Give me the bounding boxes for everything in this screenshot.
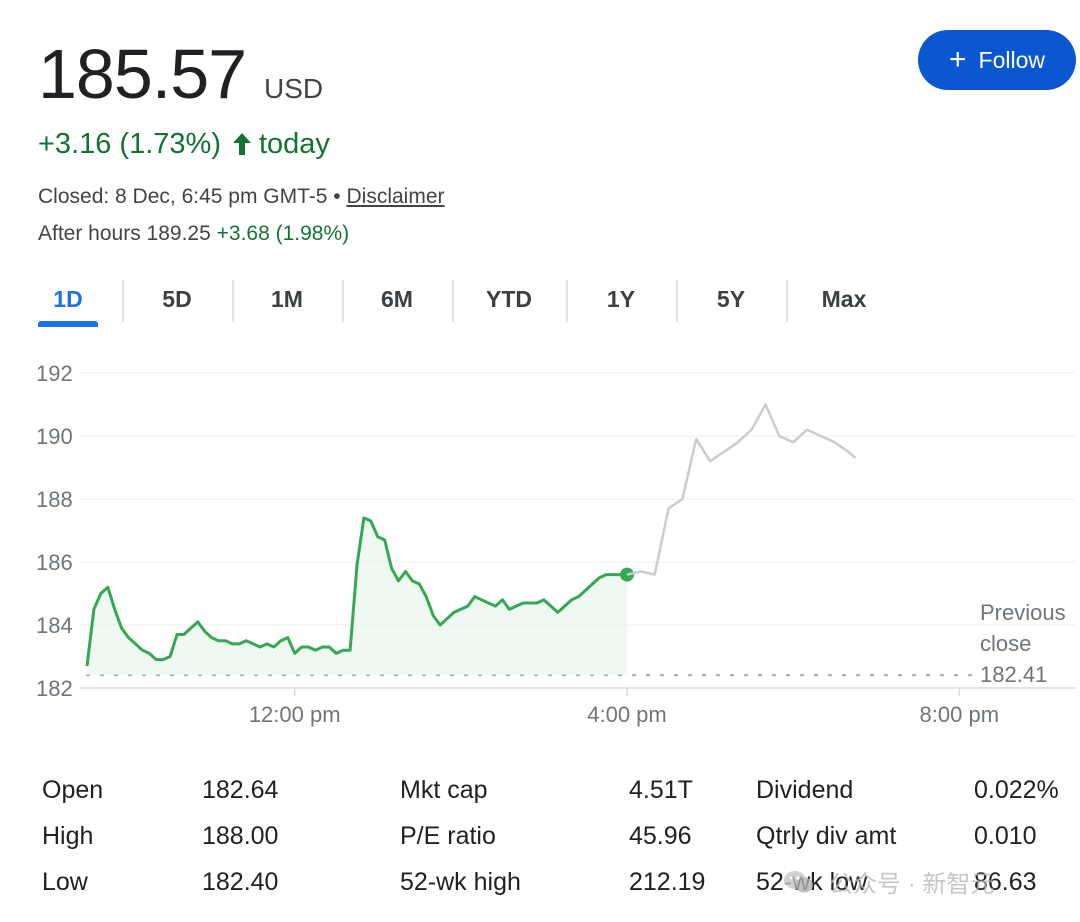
x-tick-label: 8:00 pm [920,702,1000,727]
tab-divider [676,280,678,322]
stat-label-pe-ratio: P/E ratio [400,822,496,850]
stat-label-dividend: Dividend [756,776,854,804]
currency-label: USD [264,73,324,104]
tab-divider [122,280,124,322]
x-tick-label: 4:00 pm [587,702,667,727]
stat-value-mkt-cap: 4.51T [629,776,693,804]
stat-label-low: Low [42,868,88,896]
y-tick-label: 190 [36,424,73,449]
stat-label-qtrly-div: Qtrly div amt [756,822,897,850]
y-tick-label: 186 [36,550,73,575]
x-tick-label: 12:00 pm [249,702,341,727]
previous-close-value: 182.41 [980,662,1047,687]
previous-close-label: Previous [980,600,1066,625]
stat-value-high: 188.00 [202,822,279,850]
tab-1m[interactable]: 1M [271,286,303,312]
stats-row: High 188.00 P/E ratio 45.96 Qtrly div am… [0,816,1080,856]
tab-divider [566,280,568,322]
stat-value-dividend: 0.022% [974,776,1059,804]
regular-session-area [87,517,627,676]
stat-label-mkt-cap: Mkt cap [400,776,488,804]
tab-divider [342,280,344,322]
after-hours-change: +3.68 (1.98%) [216,222,350,245]
closed-time: Closed: 8 Dec, 6:45 pm GMT-5 • [38,185,341,208]
tab-divider [452,280,454,322]
tab-6m[interactable]: 6M [381,286,413,312]
after-hours-line: After hours 189.25 +3.68 (1.98%) [38,219,349,249]
tab-5y[interactable]: 5Y [716,286,746,312]
change-value: +3.16 (1.73%) [38,128,221,160]
y-tick-label: 188 [36,487,73,512]
stat-value-52wk-high: 212.19 [629,868,706,896]
tab-max[interactable]: Max [821,286,867,312]
watermark: 公众号 · 新智元 [783,864,994,899]
tab-5d[interactable]: 5D [162,286,192,312]
change-suffix: today [258,128,330,160]
plus-icon: + [949,43,967,76]
y-tick-label: 182 [36,676,73,701]
after-hours-price: After hours 189.25 [38,222,211,245]
price-change: +3.16 (1.73%) today [38,126,330,162]
after-hours-line [626,403,857,576]
stat-value-pe-ratio: 45.96 [629,822,692,850]
stat-value-low: 182.40 [202,868,279,896]
follow-label: Follow [978,46,1045,73]
follow-button[interactable]: + Follow [918,30,1076,90]
tab-1y[interactable]: 1Y [606,286,636,312]
tab-1d[interactable]: 1D [53,286,83,312]
range-tabs: 1D 5D 1M 6M YTD 1Y 5Y Max [38,276,898,327]
watermark-text: 公众号 · 新智元 [829,871,995,898]
market-status: Closed: 8 Dec, 6:45 pm GMT-5 • Disclaime… [38,182,445,212]
arrow-up-icon [232,133,251,155]
previous-close-label: close [980,631,1031,656]
tab-divider [232,280,234,322]
stat-value-qtrly-div: 0.010 [974,822,1037,850]
stock-price: 185.57 [38,35,247,113]
stats-row: Open 182.64 Mkt cap 4.51T Dividend 0.022… [0,770,1080,810]
regular-session-line [85,516,627,667]
stat-label-52wk-high: 52-wk high [400,868,521,896]
y-tick-label: 184 [36,613,73,638]
wechat-icon [784,870,813,892]
disclaimer-link[interactable]: Disclaimer [346,185,445,208]
tab-divider [786,280,788,322]
stat-label-open: Open [42,776,104,804]
stat-value-52wk-low: 86.63 [974,868,1037,896]
y-tick-label: 192 [36,361,73,386]
tab-ytd[interactable]: YTD [486,286,532,312]
active-tab-indicator [38,321,98,327]
price-chart[interactable]: 192 190 188 186 184 182 12:00 pm 4:00 pm 8:00 pm… [0,340,1080,740]
stat-value-open: 182.64 [202,776,279,804]
stat-label-high: High [42,822,94,850]
